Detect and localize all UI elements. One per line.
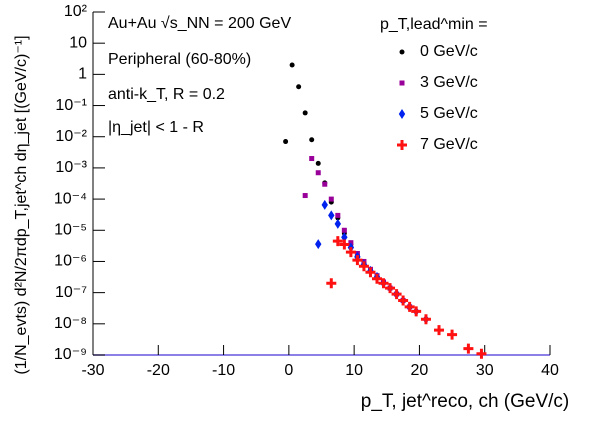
y-tick-label: 10⁻⁷ xyxy=(55,284,87,301)
data-point xyxy=(378,278,389,289)
data-point xyxy=(371,273,382,284)
data-point xyxy=(391,289,402,300)
legend-label: 3 GeV/c xyxy=(420,74,478,91)
x-tick-label: 0 xyxy=(284,362,293,379)
data-point xyxy=(315,239,322,250)
data-point xyxy=(328,210,335,221)
data-point xyxy=(315,160,321,166)
annotation: |η_jet| < 1 - R xyxy=(108,119,204,136)
data-point xyxy=(345,247,356,258)
legend-marker xyxy=(398,109,406,119)
y-tick-label: 10⁻⁸ xyxy=(54,315,87,332)
x-tick-label: 10 xyxy=(345,362,363,379)
data-point xyxy=(463,343,474,354)
x-tick-label: -20 xyxy=(147,362,170,379)
data-point xyxy=(447,329,458,340)
data-point xyxy=(309,156,315,162)
data-point xyxy=(352,255,363,266)
data-point xyxy=(296,84,302,90)
y-tick-label: 10² xyxy=(64,3,88,20)
y-tick-label: 10⁻⁴ xyxy=(54,190,87,207)
data-point xyxy=(339,239,350,250)
legend-label: 0 GeV/c xyxy=(420,43,478,60)
legend-label: 5 GeV/c xyxy=(420,105,478,122)
data-point xyxy=(326,278,337,289)
data-point xyxy=(335,212,341,218)
x-tick-label: 20 xyxy=(411,362,429,379)
data-point xyxy=(321,199,328,210)
x-axis-label: p_T, jet^reco, ch (GeV/c) xyxy=(361,391,570,412)
y-tick-label: 10⁻⁵ xyxy=(54,221,87,238)
data-point xyxy=(404,301,415,312)
data-point xyxy=(385,283,396,294)
y-tick-label: 10⁻² xyxy=(55,128,87,145)
data-point xyxy=(283,139,289,145)
data-point xyxy=(398,295,409,306)
data-point xyxy=(315,170,321,176)
data-point xyxy=(358,261,369,272)
data-point xyxy=(302,193,308,199)
data-point xyxy=(476,348,487,359)
y-tick-label: 10 xyxy=(69,34,87,51)
annotation: anti-k_T, R = 0.2 xyxy=(108,86,225,103)
y-tick-label: 10⁻³ xyxy=(55,159,87,176)
y-tick-label: 10⁻⁹ xyxy=(54,346,87,363)
data-point xyxy=(289,62,295,68)
data-point xyxy=(322,181,328,187)
legend-marker xyxy=(397,140,407,150)
legend-marker xyxy=(399,49,405,55)
data-point xyxy=(309,137,315,143)
legend-title: p_T,lead^min = xyxy=(380,16,488,33)
data-point xyxy=(328,196,334,202)
x-tick-label: 30 xyxy=(476,362,494,379)
y-axis-label: (1/N_evts) d²N/2πdp_T,jet^ch dη_jet [(Ge… xyxy=(13,35,30,374)
x-tick-label: -10 xyxy=(212,362,235,379)
data-point xyxy=(365,267,376,278)
data-point xyxy=(434,325,445,336)
x-tick-label: 40 xyxy=(541,362,559,379)
x-tick-label: -30 xyxy=(81,362,104,379)
y-tick-label: 1 xyxy=(78,66,87,83)
data-point xyxy=(334,218,342,229)
data-point xyxy=(341,227,347,233)
legend-marker xyxy=(399,80,405,86)
annotation: Au+Au √s_NN = 200 GeV xyxy=(108,15,291,32)
y-tick-label: 10⁻¹ xyxy=(55,97,87,114)
annotation: Peripheral (60-80%) xyxy=(108,51,251,68)
data-point xyxy=(420,314,431,325)
legend-label: 7 GeV/c xyxy=(420,136,478,153)
data-point xyxy=(302,110,308,116)
data-point xyxy=(332,236,343,247)
data-point xyxy=(411,306,422,317)
y-tick-label: 10⁻⁶ xyxy=(54,253,87,270)
